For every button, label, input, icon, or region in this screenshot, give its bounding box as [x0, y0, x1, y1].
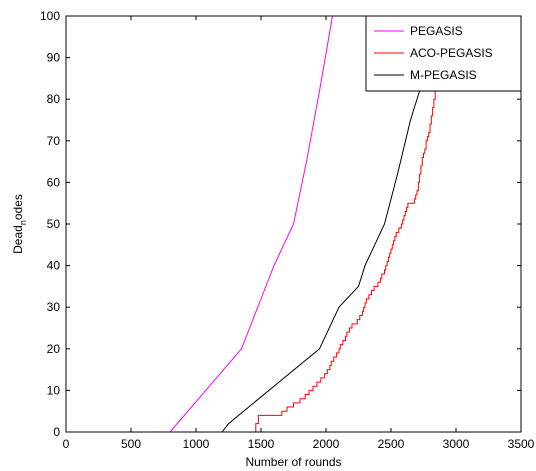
y-axis: 0 10 20 30 40 50 60 70 80 90 100 — [40, 9, 521, 439]
y-axis-title: Deadnodes — [11, 194, 28, 254]
x-tick-label: 1500 — [248, 437, 275, 451]
x-tick-label: 0 — [63, 437, 70, 451]
y-tick-label: 20 — [47, 342, 61, 356]
x-tick-label: 2500 — [378, 437, 405, 451]
y-tick-label: 80 — [47, 92, 61, 106]
y-tick-label: 90 — [47, 51, 61, 65]
x-axis: 0 500 1000 1500 2000 2500 3000 3500 — [63, 16, 535, 451]
y-tick-label: 100 — [40, 9, 60, 23]
legend-label: M-PEGASIS — [410, 68, 477, 82]
x-tick-label: 3000 — [443, 437, 470, 451]
x-tick-label: 1000 — [183, 437, 210, 451]
y-tick-label: 30 — [47, 300, 61, 314]
y-tick-label: 10 — [47, 383, 61, 397]
y-tick-label: 60 — [47, 175, 61, 189]
y-axis-title-main: Dead — [11, 225, 25, 254]
legend-label: PEGASIS — [410, 24, 463, 38]
series-line-aco-pegasis — [66, 90, 436, 432]
x-tick-label: 2000 — [313, 437, 340, 451]
series-line-pegasis — [66, 16, 333, 432]
legend: PEGASIS ACO-PEGASIS M-PEGASIS — [365, 15, 522, 92]
y-tick-label: 50 — [47, 217, 61, 231]
y-axis-title-tail: odes — [11, 194, 25, 220]
y-tick-label: 40 — [47, 259, 61, 273]
series-layer — [66, 16, 436, 432]
y-tick-label: 70 — [47, 134, 61, 148]
x-tick-label: 3500 — [508, 437, 535, 451]
y-tick-label: 0 — [53, 425, 60, 439]
x-tick-label: 500 — [121, 437, 141, 451]
series-line-m-pegasis — [66, 57, 435, 432]
y-axis-title-subscript: n — [18, 220, 28, 225]
x-axis-title: Number of rounds — [245, 455, 341, 469]
legend-label: ACO-PEGASIS — [410, 46, 493, 60]
